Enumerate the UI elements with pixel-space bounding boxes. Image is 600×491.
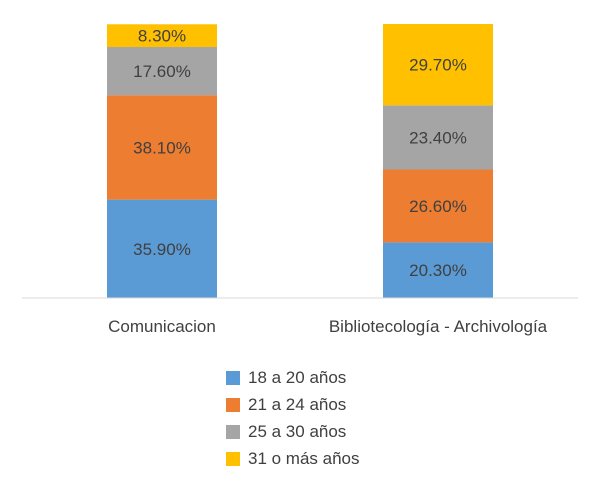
bars-layer [107, 24, 493, 298]
labels-layer: 35.90% 38.10% 17.60% 8.30% 20.30% 26.60% 23.40… [133, 27, 467, 281]
bar-segment [383, 242, 493, 298]
legend-swatch [226, 397, 240, 412]
bar-segment [107, 95, 217, 200]
data-label: 35.90% [133, 240, 191, 259]
data-label: 17.60% [133, 62, 191, 81]
legend-item: 31 o más años [226, 445, 360, 472]
data-label: 29.70% [409, 56, 467, 75]
legend-label: 25 a 30 años [248, 421, 347, 441]
data-label: 38.10% [133, 138, 191, 157]
bar-segment [383, 105, 493, 170]
category-labels: Comunicacion Bibliotecología - Archivolog… [108, 317, 548, 336]
bar-segment [383, 24, 493, 106]
data-label: 26.60% [409, 197, 467, 216]
bar-segment [107, 24, 217, 48]
legend-label: 31 o más años [248, 448, 360, 468]
legend-item: 21 a 24 años [226, 391, 360, 418]
legend: 18 a 20 años 21 a 24 años 25 a 30 años 3… [226, 364, 360, 472]
category-label: Bibliotecología - Archivología [329, 317, 548, 336]
legend-label: 18 a 20 años [248, 367, 347, 387]
legend-swatch [226, 370, 240, 385]
bar-segment [383, 169, 493, 243]
bar-segment [107, 199, 217, 298]
bar-segment [107, 47, 217, 96]
category-label: Comunicacion [108, 317, 216, 336]
legend-item: 25 a 30 años [226, 418, 360, 445]
data-label: 23.40% [409, 128, 467, 147]
legend-label: 21 a 24 años [248, 394, 347, 414]
legend-item: 18 a 20 años [226, 364, 360, 391]
legend-swatch [226, 424, 240, 439]
data-label: 8.30% [138, 27, 186, 46]
legend-swatch [226, 451, 240, 466]
data-label: 20.30% [409, 261, 467, 280]
